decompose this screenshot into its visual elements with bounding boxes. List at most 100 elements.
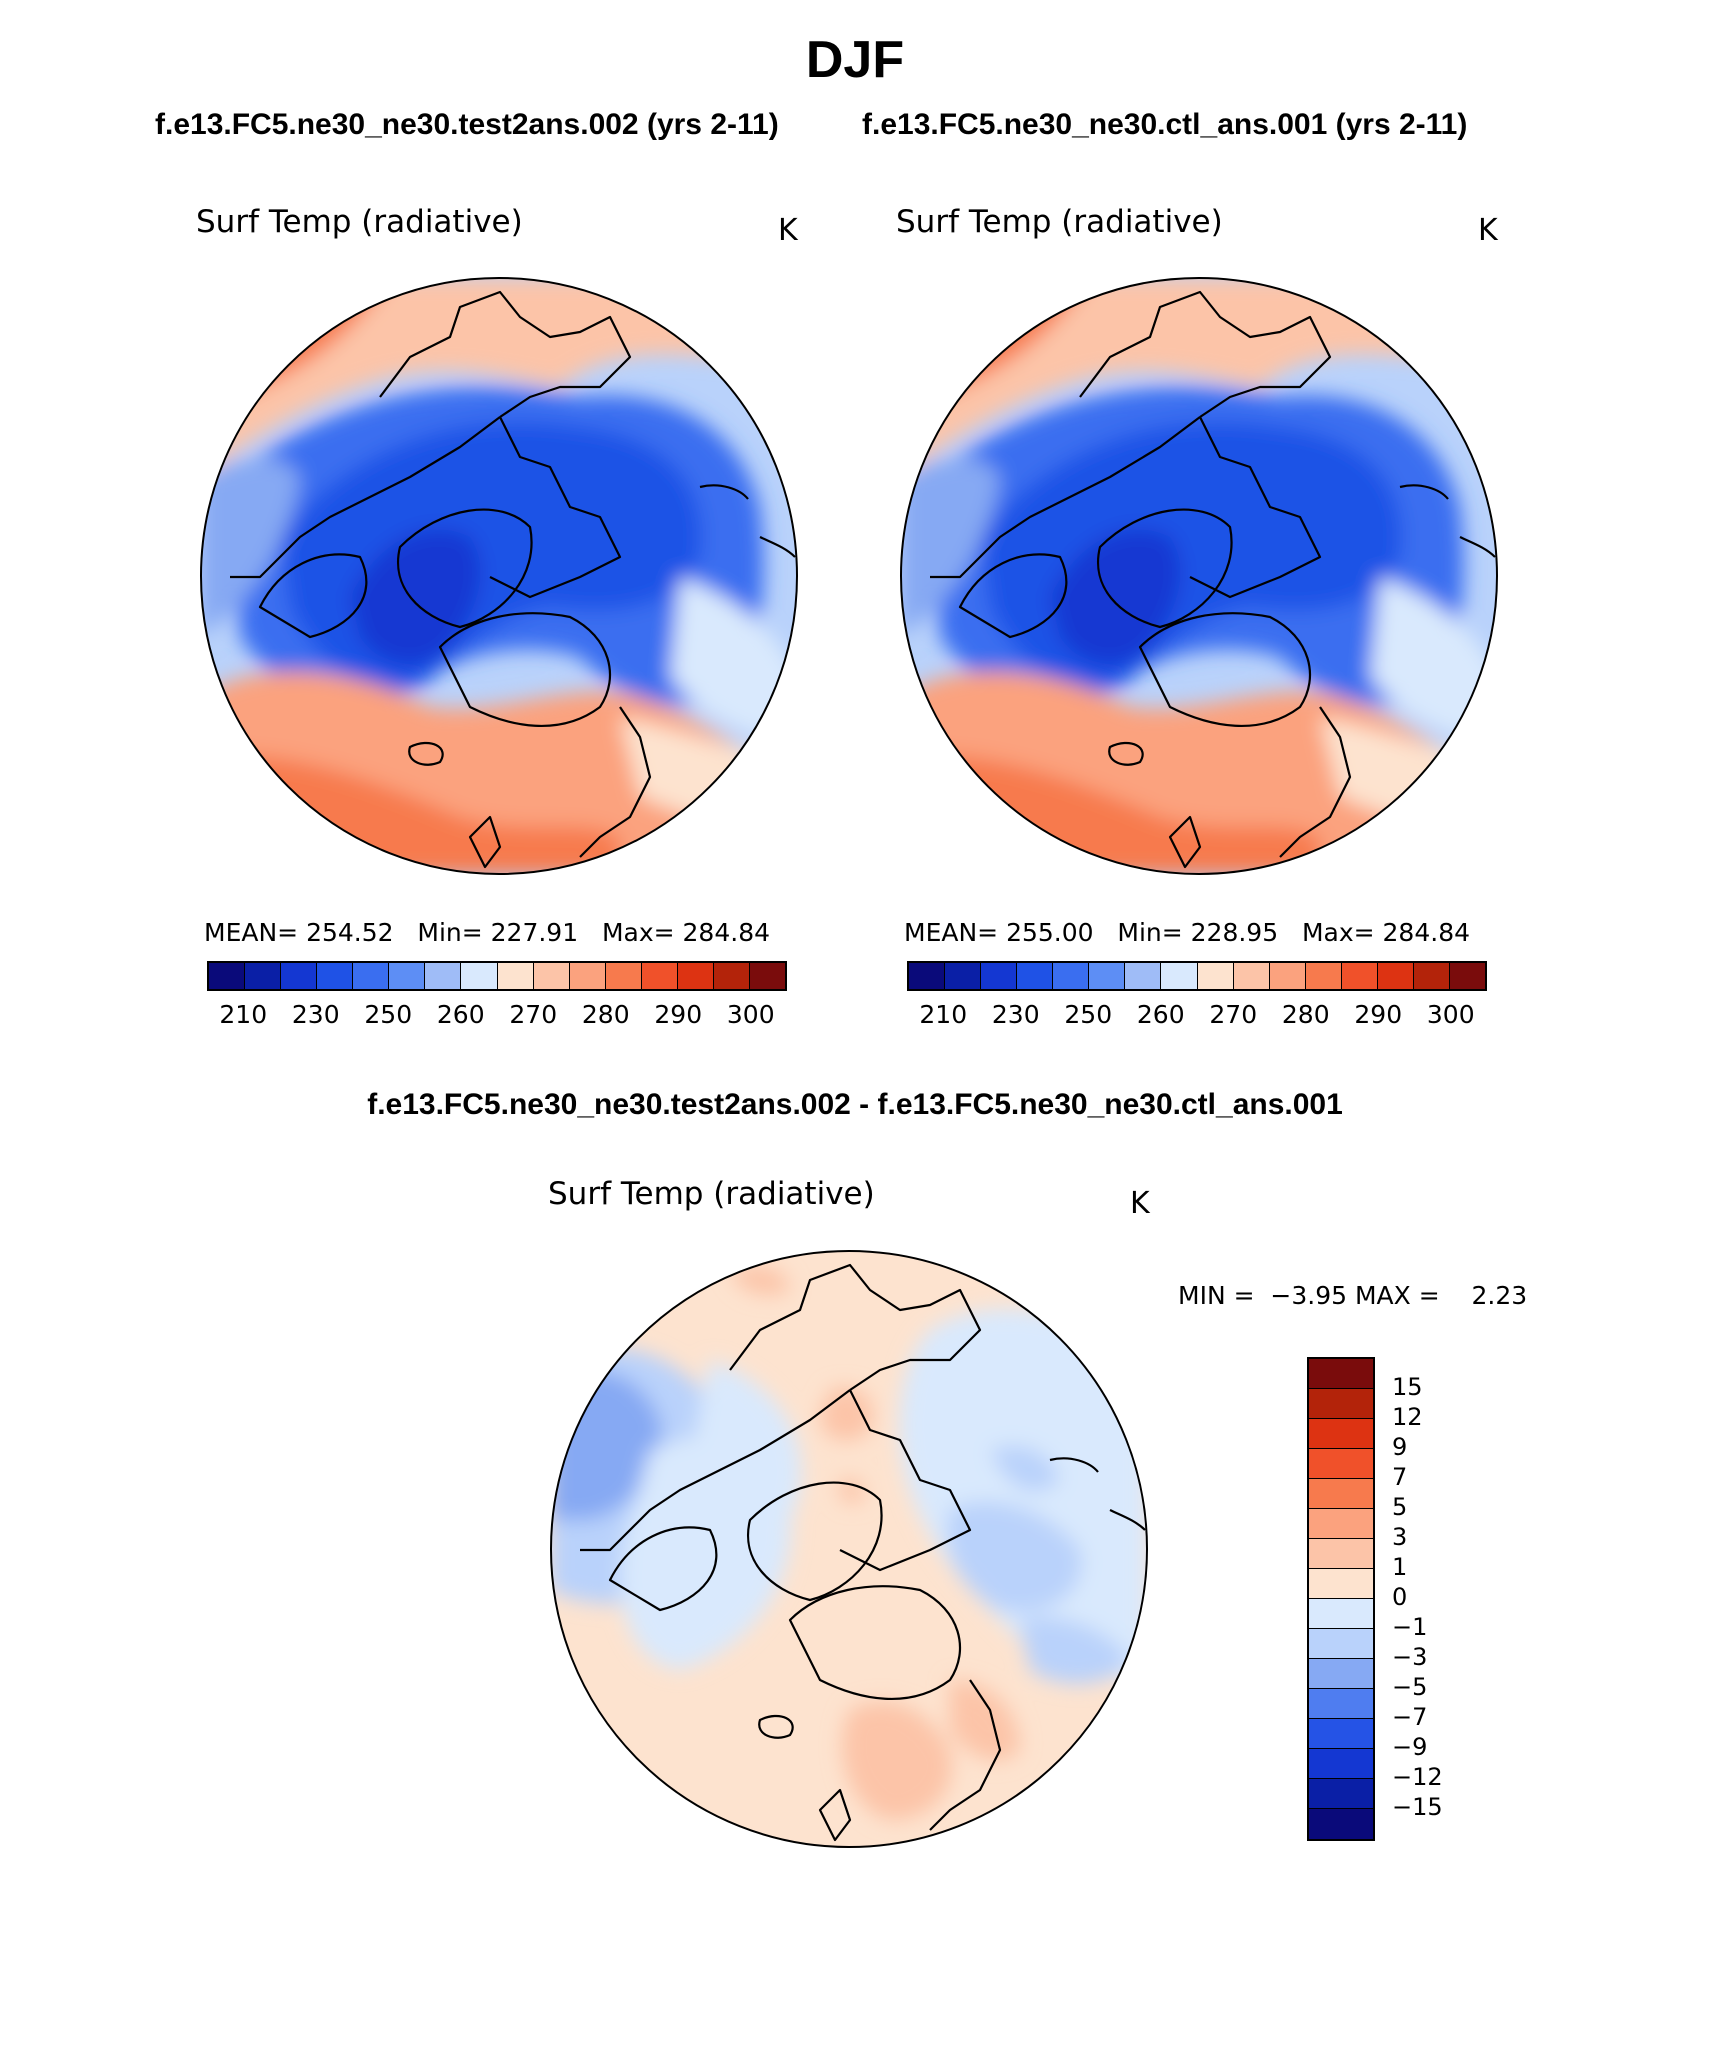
colorbar-swatch	[1053, 963, 1090, 989]
colorbar-tick-label: 7	[1392, 1463, 1408, 1491]
colorbar-swatch	[1449, 963, 1485, 989]
colorbar-tick-label: −7	[1392, 1703, 1428, 1731]
colorbar-swatch	[1309, 1539, 1373, 1569]
colorbar-swatch	[1309, 1509, 1373, 1539]
colorbar-tick-label: 230	[991, 1000, 1040, 1029]
colorbar-tick-label: −15	[1392, 1793, 1443, 1821]
colorbar-tick-label: 230	[291, 1000, 340, 1029]
colorbar-tick-label: −3	[1392, 1643, 1428, 1671]
colorbar-tick-label: 5	[1392, 1493, 1408, 1521]
panel3-colorbar	[1307, 1357, 1375, 1841]
colorbar-tick-label: 300	[1426, 1000, 1475, 1029]
colorbar-swatch	[533, 963, 570, 989]
colorbar-swatch	[945, 963, 982, 989]
colorbar-swatch	[1089, 963, 1126, 989]
colorbar-swatch	[497, 963, 534, 989]
panel1-polar-map	[200, 277, 798, 875]
colorbar-swatch	[1341, 963, 1378, 989]
colorbar-swatch	[1309, 1599, 1373, 1629]
panel3-polar-map	[550, 1250, 1148, 1848]
colorbar-swatch	[281, 963, 318, 989]
colorbar-swatch	[1413, 963, 1450, 989]
colorbar-tick-label: −5	[1392, 1673, 1428, 1701]
colorbar-swatch	[1309, 1479, 1373, 1509]
colorbar-swatch	[1305, 963, 1342, 989]
colorbar-tick-label: 260	[436, 1000, 485, 1029]
colorbar-swatch	[1309, 1419, 1373, 1449]
colorbar-swatch	[1309, 1449, 1373, 1479]
subtitle-right: f.e13.FC5.ne30_ne30.ctl_ans.001 (yrs 2-1…	[862, 108, 1468, 141]
panel2-title: Surf Temp (radiative)	[896, 204, 1223, 240]
colorbar-swatch	[1161, 963, 1198, 989]
panel1-stats: MEAN= 254.52 Min= 227.91 Max= 284.84	[204, 918, 771, 947]
colorbar-swatch	[981, 963, 1018, 989]
colorbar-swatch	[641, 963, 678, 989]
colorbar-swatch	[1309, 1749, 1373, 1779]
colorbar-tick-label: 280	[1281, 1000, 1330, 1029]
colorbar-tick-label: −1	[1392, 1613, 1428, 1641]
colorbar-swatch	[461, 963, 498, 989]
panel2-colorbar	[907, 961, 1487, 991]
panel2-units: K	[1478, 213, 1498, 248]
colorbar-swatch	[1309, 1389, 1373, 1419]
colorbar-tick-label: 210	[219, 1000, 268, 1029]
panel2-polar-map	[900, 277, 1498, 875]
colorbar-swatch	[245, 963, 282, 989]
panel3-title: Surf Temp (radiative)	[548, 1176, 875, 1212]
colorbar-swatch	[1309, 1569, 1373, 1599]
colorbar-tick-label: 300	[726, 1000, 775, 1029]
colorbar-swatch	[1377, 963, 1414, 989]
colorbar-tick-label: 290	[1354, 1000, 1403, 1029]
colorbar-tick-label: −9	[1392, 1733, 1428, 1761]
panel3-stats: MIN = −3.95 MAX = 2.23	[1178, 1281, 1528, 1310]
colorbar-swatch	[317, 963, 354, 989]
colorbar-tick-label: −12	[1392, 1763, 1443, 1791]
figure-title: DJF	[805, 31, 905, 89]
colorbar-swatch	[209, 963, 246, 989]
colorbar-swatch	[1309, 1659, 1373, 1689]
colorbar-swatch	[1017, 963, 1054, 989]
colorbar-tick-label: 250	[364, 1000, 413, 1029]
colorbar-swatch	[1309, 1359, 1373, 1389]
diff-title: f.e13.FC5.ne30_ne30.test2ans.002 - f.e13…	[367, 1088, 1343, 1121]
colorbar-swatch	[605, 963, 642, 989]
colorbar-tick-label: 9	[1392, 1433, 1408, 1461]
colorbar-tick-label: 290	[654, 1000, 703, 1029]
colorbar-swatch	[353, 963, 390, 989]
colorbar-swatch	[569, 963, 606, 989]
subtitle-left: f.e13.FC5.ne30_ne30.test2ans.002 (yrs 2-…	[155, 108, 779, 141]
colorbar-swatch	[677, 963, 714, 989]
panel1-colorbar-ticks: 210 230 250 260 270 280 290 300	[207, 1000, 787, 1030]
colorbar-tick-label: 12	[1392, 1403, 1423, 1431]
panel2-stats: MEAN= 255.00 Min= 228.95 Max= 284.84	[904, 918, 1471, 947]
colorbar-swatch	[1309, 1809, 1373, 1839]
colorbar-swatch	[1125, 963, 1162, 989]
panel1-units: K	[778, 213, 798, 248]
colorbar-tick-label: 250	[1064, 1000, 1113, 1029]
colorbar-tick-label: 270	[509, 1000, 558, 1029]
colorbar-swatch	[389, 963, 426, 989]
colorbar-tick-label: 15	[1392, 1373, 1423, 1401]
colorbar-swatch	[1309, 1689, 1373, 1719]
panel1-colorbar	[207, 961, 787, 991]
colorbar-swatch	[1309, 1719, 1373, 1749]
colorbar-tick-label: 280	[581, 1000, 630, 1029]
colorbar-swatch	[1309, 1629, 1373, 1659]
colorbar-swatch	[1269, 963, 1306, 989]
colorbar-swatch	[425, 963, 462, 989]
panel1-title: Surf Temp (radiative)	[196, 204, 523, 240]
colorbar-swatch	[1233, 963, 1270, 989]
colorbar-tick-label: 3	[1392, 1523, 1408, 1551]
colorbar-tick-label: 260	[1136, 1000, 1185, 1029]
colorbar-swatch	[713, 963, 750, 989]
colorbar-tick-label: 270	[1209, 1000, 1258, 1029]
panel2-colorbar-ticks: 210 230 250 260 270 280 290 300	[907, 1000, 1487, 1030]
colorbar-swatch	[1309, 1779, 1373, 1809]
panel3-units: K	[1130, 1186, 1150, 1221]
colorbar-tick-label: 210	[919, 1000, 968, 1029]
colorbar-swatch	[749, 963, 785, 989]
colorbar-swatch	[909, 963, 946, 989]
colorbar-tick-label: 0	[1392, 1583, 1408, 1611]
colorbar-swatch	[1197, 963, 1234, 989]
colorbar-tick-label: 1	[1392, 1553, 1408, 1581]
